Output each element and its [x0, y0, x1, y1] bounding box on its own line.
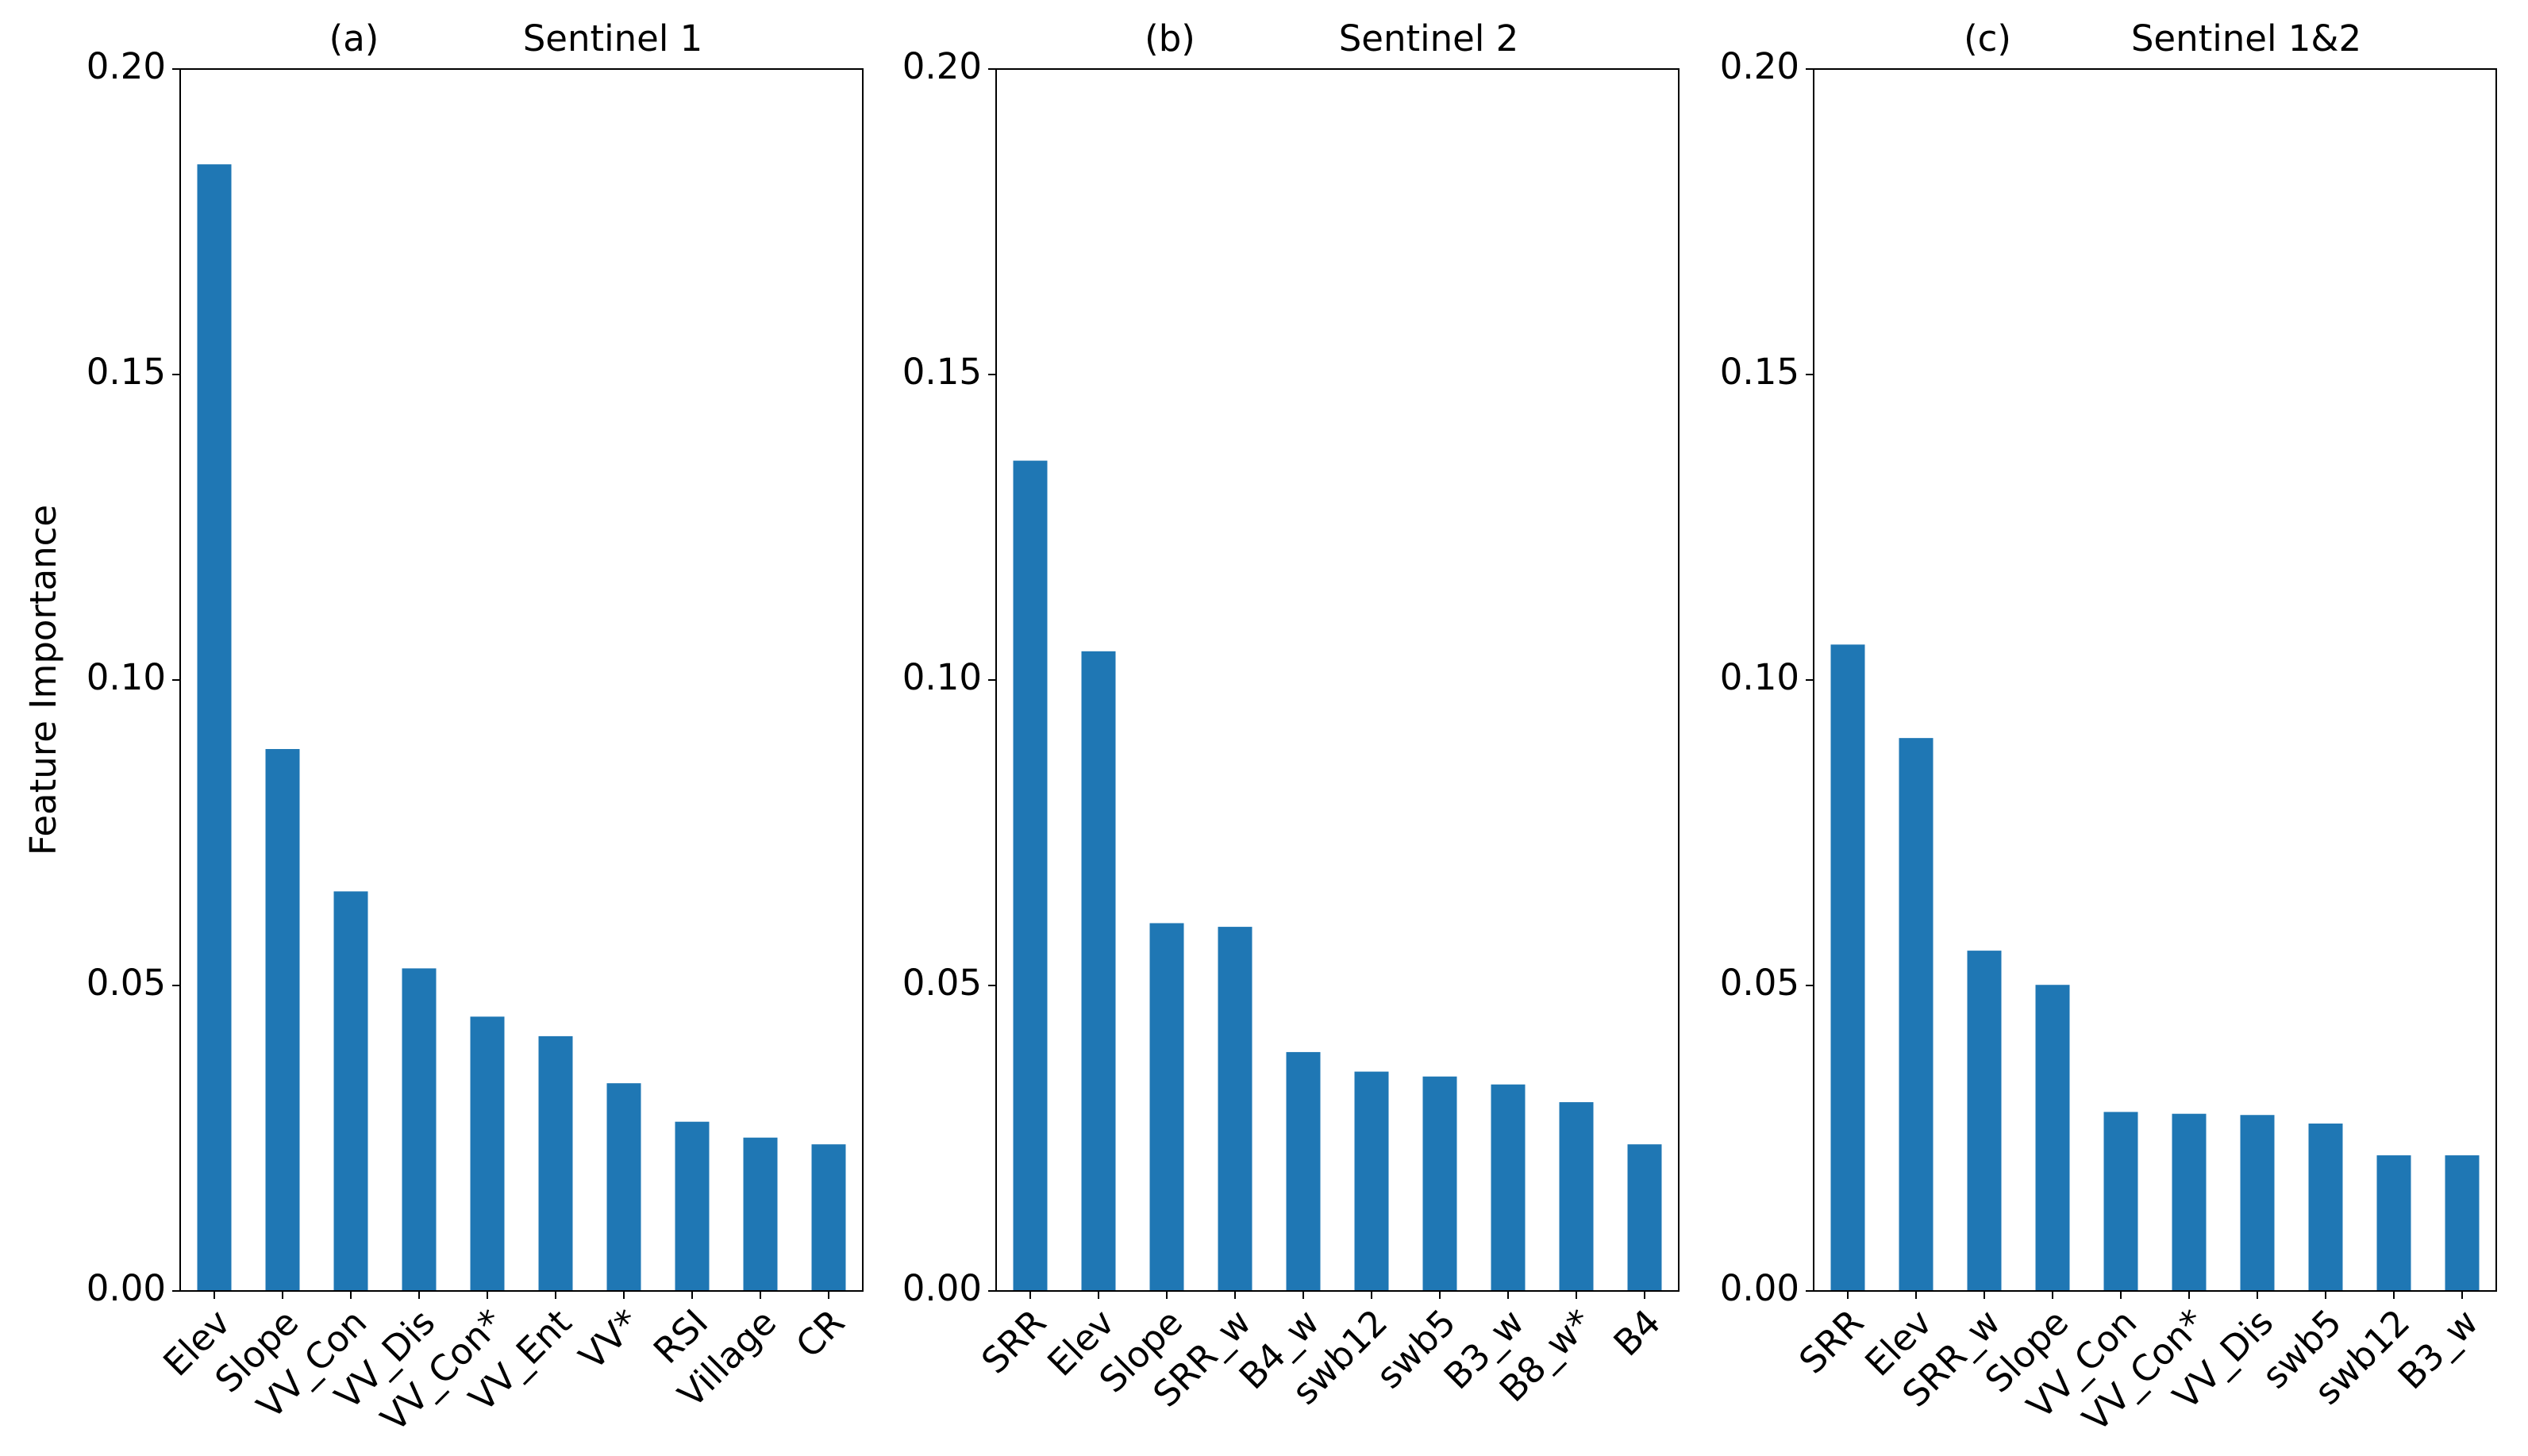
y-tick-label: 0.20 — [1720, 45, 1799, 87]
y-tick-label: 0.05 — [87, 962, 166, 1004]
axes-frame — [995, 68, 1680, 1292]
bar — [197, 164, 232, 1291]
bar — [1422, 1076, 1457, 1291]
axes-frame — [179, 68, 864, 1292]
bar — [811, 1144, 846, 1291]
bar — [1967, 951, 2002, 1291]
x-tick-label: SRR — [973, 1301, 1054, 1382]
bar — [265, 749, 300, 1291]
bar — [1013, 460, 1048, 1291]
x-tick-label: B4 — [1606, 1301, 1669, 1365]
y-axis-label: Feature Importance — [22, 505, 64, 855]
x-tick-label: B3_w — [2390, 1301, 2486, 1397]
bar — [333, 891, 368, 1291]
bar — [2376, 1155, 2411, 1291]
bar — [1218, 927, 1252, 1291]
bar — [2240, 1115, 2275, 1291]
bar — [2172, 1113, 2207, 1291]
bar — [1491, 1084, 1526, 1291]
y-tick-label: 0.00 — [1720, 1267, 1799, 1309]
bar — [1899, 738, 1934, 1291]
bar — [1286, 1051, 1321, 1291]
bar — [606, 1083, 641, 1291]
panel-label: (b) — [1145, 17, 1195, 60]
bar — [2308, 1124, 2343, 1291]
bar — [1559, 1102, 1594, 1291]
bar — [470, 1016, 505, 1291]
bar — [675, 1121, 710, 1291]
y-tick-label: 0.05 — [1720, 962, 1799, 1004]
y-tick-label: 0.20 — [902, 45, 982, 87]
chart-title: Sentinel 1 — [523, 17, 703, 60]
bar — [2445, 1155, 2480, 1291]
chart-title: Sentinel 2 — [1339, 17, 1519, 60]
bar — [2103, 1112, 2138, 1291]
bar — [1354, 1071, 1389, 1291]
bar — [538, 1035, 573, 1291]
y-tick-label: 0.00 — [902, 1267, 982, 1309]
bar — [743, 1137, 778, 1291]
bar — [2035, 985, 2070, 1291]
x-tick-label: VV* — [571, 1301, 648, 1378]
y-tick-label: 0.05 — [902, 962, 982, 1004]
y-tick-label: 0.00 — [87, 1267, 166, 1309]
bar — [402, 968, 437, 1291]
y-tick-label: 0.10 — [902, 656, 982, 698]
y-tick-label: 0.10 — [1720, 656, 1799, 698]
y-tick-label: 0.15 — [87, 351, 166, 393]
y-tick-label: 0.10 — [87, 656, 166, 698]
bar — [1627, 1144, 1662, 1291]
chart-title: Sentinel 1&2 — [2131, 17, 2361, 60]
y-tick-label: 0.15 — [1720, 351, 1799, 393]
axes-frame — [1813, 68, 2497, 1292]
x-tick-label: CR — [787, 1301, 852, 1366]
bar — [1081, 651, 1116, 1291]
panel-label: (a) — [329, 17, 379, 60]
bar — [1830, 644, 1865, 1291]
bar — [1149, 923, 1184, 1291]
panel-label: (c) — [1964, 17, 2011, 60]
y-tick-label: 0.15 — [902, 351, 982, 393]
x-tick-label: SRR — [1791, 1301, 1872, 1382]
y-tick-label: 0.20 — [87, 45, 166, 87]
